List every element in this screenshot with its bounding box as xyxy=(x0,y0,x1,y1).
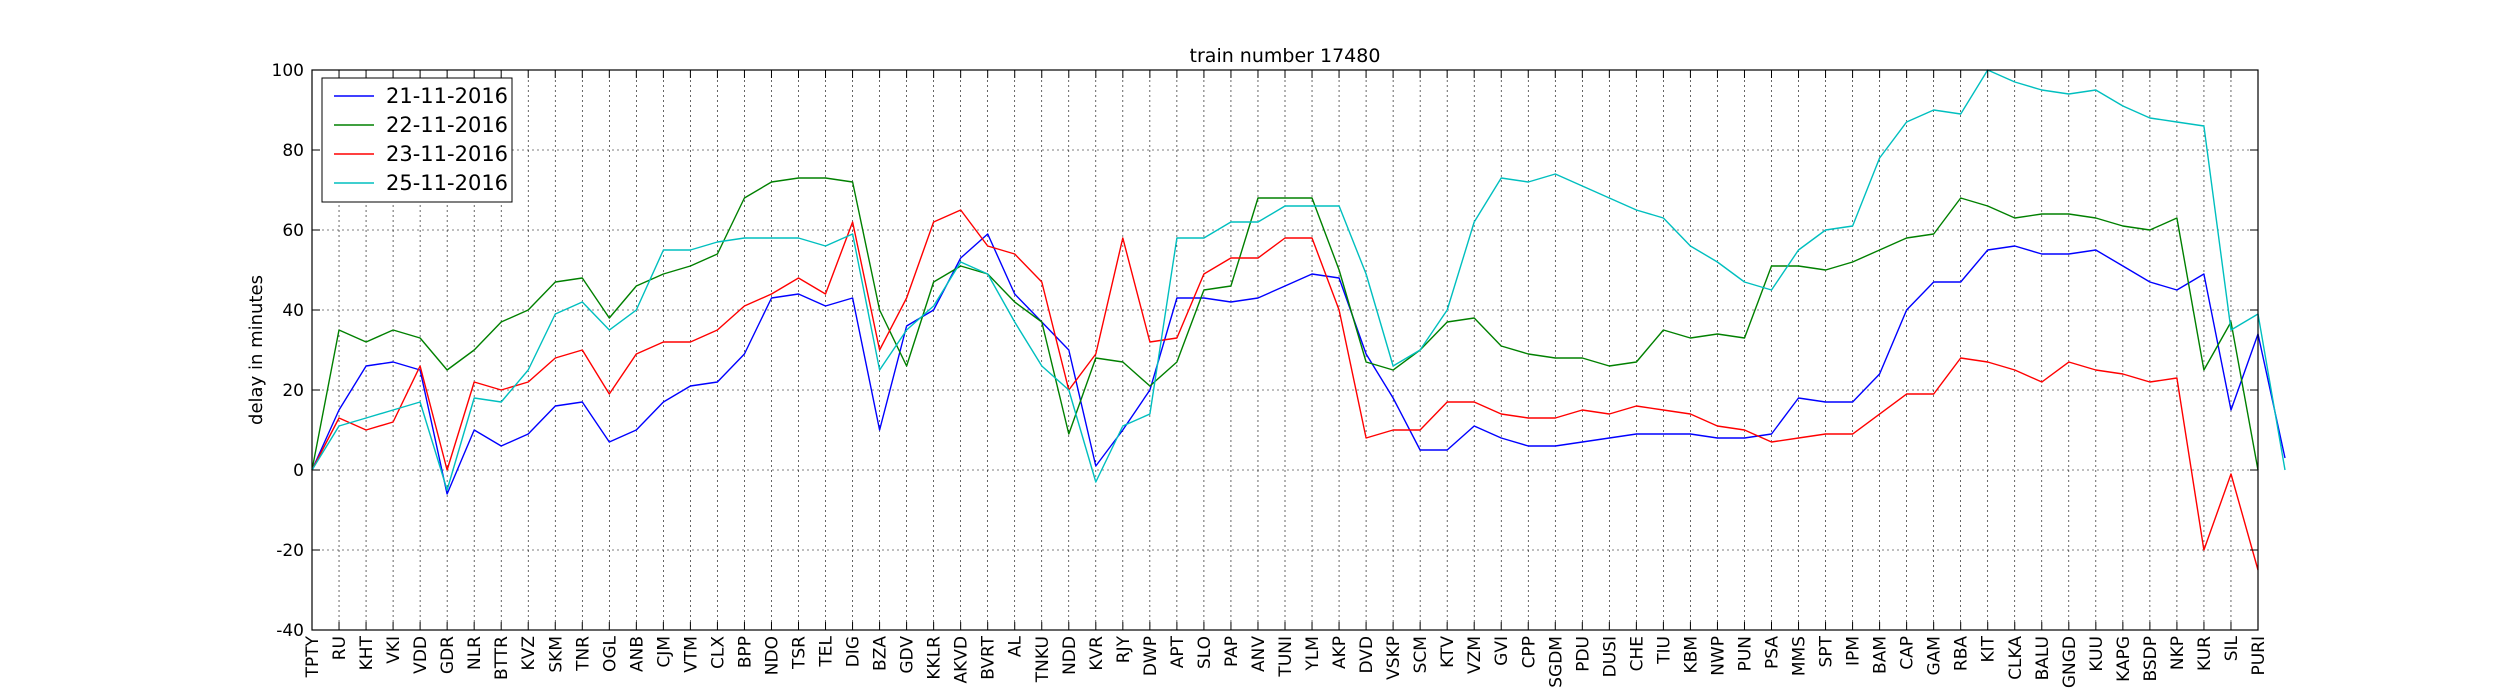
x-tick-label: BALU xyxy=(2033,636,2053,680)
x-tick-label: OGL xyxy=(600,635,620,672)
x-tick-label: GVI xyxy=(1492,636,1512,666)
x-tick-label: TUNI xyxy=(1276,636,1296,678)
x-tick-label: TNR xyxy=(573,636,593,672)
x-axis: TPTY RU KHT VKI VDD GDR NLR BTTR KVZ SKM TNR OGL ANB… xyxy=(303,70,2269,688)
x-tick-label: PAP xyxy=(1222,636,1242,667)
x-tick-label: AL xyxy=(1006,635,1026,657)
series-line-4 xyxy=(311,69,2286,491)
x-tick-label: KVZ xyxy=(519,636,539,670)
x-tick-label: TEL xyxy=(817,635,837,667)
x-tick-label: AKP xyxy=(1330,636,1350,669)
x-tick-label: VZM xyxy=(1465,636,1485,674)
x-tick-label: SCM xyxy=(1411,636,1431,673)
x-tick-label: VDD xyxy=(411,636,431,674)
y-axis-label: delay in minutes xyxy=(246,275,267,425)
x-tick-label: VSKP xyxy=(1384,636,1404,680)
x-tick-label: PURI xyxy=(2249,636,2269,676)
x-tick-label: KHT xyxy=(357,635,377,670)
chart-title: train number 17480 xyxy=(1190,45,1381,67)
x-tick-label: GNGD xyxy=(2060,636,2080,688)
x-tick-label: TPTY xyxy=(303,635,323,678)
x-tick-label: RU xyxy=(330,636,350,660)
y-tick-label: 0 xyxy=(293,461,304,481)
series-line-1 xyxy=(311,233,2286,495)
x-tick-label: SPT xyxy=(1817,635,1837,667)
x-tick-label: BAM xyxy=(1871,636,1891,674)
x-tick-label: KAPG xyxy=(2114,636,2134,682)
x-tick-label: DVD xyxy=(1357,636,1377,674)
x-tick-label: BPP xyxy=(735,636,755,668)
x-tick-label: DIG xyxy=(844,636,864,667)
x-tick-label: ANB xyxy=(627,636,647,672)
series-line-2 xyxy=(311,177,2259,471)
x-tick-label: NLR xyxy=(465,636,485,670)
x-tick-label: BSDP xyxy=(2141,636,2161,682)
x-tick-label: APT xyxy=(1168,635,1188,668)
x-tick-label: TSR xyxy=(790,636,810,670)
x-tick-label: VKI xyxy=(384,636,404,664)
x-tick-label: DWP xyxy=(1141,636,1161,676)
x-tick-label: KTV xyxy=(1438,636,1458,668)
x-tick-label: KVR xyxy=(1087,636,1107,671)
x-tick-label: CJM xyxy=(654,636,674,668)
x-tick-label: NDD xyxy=(1060,636,1080,675)
legend-label-4: 25-11-2016 xyxy=(386,171,508,195)
y-tick-label: 80 xyxy=(282,141,304,161)
x-tick-label: IPM xyxy=(1844,636,1864,666)
x-tick-label: NWP xyxy=(1708,636,1728,676)
x-tick-label: KUR xyxy=(2195,636,2215,671)
y-tick-label: -20 xyxy=(276,541,304,561)
y-tick-label: -40 xyxy=(276,621,304,641)
legend-label-1: 21-11-2016 xyxy=(386,84,508,108)
x-tick-label: TNKU xyxy=(1033,636,1053,683)
x-tick-label: YLM xyxy=(1303,636,1323,672)
legend-label-2: 22-11-2016 xyxy=(386,113,508,137)
x-tick-label: KKLR xyxy=(925,636,945,680)
x-tick-label: CAP xyxy=(1898,636,1918,670)
x-tick-label: NDO xyxy=(762,636,782,675)
x-tick-label: BTTR xyxy=(492,636,512,680)
x-tick-label: VTM xyxy=(681,636,701,673)
x-tick-label: KIT xyxy=(1979,635,1999,662)
x-tick-label: GDV xyxy=(898,636,918,674)
y-tick-label: 40 xyxy=(282,301,304,321)
x-tick-label: PUN xyxy=(1735,636,1755,671)
x-tick-label: CLX xyxy=(708,636,728,669)
x-tick-label: PDU xyxy=(1573,636,1593,672)
x-tick-label: GAM xyxy=(1925,636,1945,675)
series-lines xyxy=(311,69,2286,571)
x-tick-label: DUSI xyxy=(1600,636,1620,677)
x-tick-label: BVRT xyxy=(979,635,999,679)
x-tick-label: BZA xyxy=(871,636,891,671)
x-tick-label: AKVD xyxy=(952,636,972,684)
x-tick-label: CHE xyxy=(1627,636,1647,671)
x-tick-label: ANV xyxy=(1249,636,1269,672)
x-tick-label: SGDM xyxy=(1546,636,1566,688)
x-tick-label: KUU xyxy=(2087,636,2107,672)
x-tick-label: RBA xyxy=(1952,636,1972,671)
x-axis-label: stations along the route xyxy=(1177,698,1392,700)
grid xyxy=(312,70,2258,630)
x-tick-label: CPP xyxy=(1519,636,1539,668)
series-line-3 xyxy=(311,209,2259,571)
x-tick-label: PSA xyxy=(1763,636,1783,669)
legend-frame xyxy=(321,77,513,203)
x-tick-label: SKM xyxy=(546,636,566,673)
y-axis: -40 -20 0 20 40 60 80 100 xyxy=(272,61,2258,641)
x-tick-label: SLO xyxy=(1195,636,1215,669)
y-tick-label: 20 xyxy=(282,381,304,401)
x-tick-label: NKP xyxy=(2168,636,2188,670)
x-tick-label: MMS xyxy=(1790,636,1810,676)
x-tick-label: RJY xyxy=(1114,635,1134,663)
x-tick-label: CLKA xyxy=(2006,636,2026,680)
x-tick-label: TIU xyxy=(1654,636,1674,665)
y-tick-label: 60 xyxy=(282,221,304,241)
x-tick-label: GDR xyxy=(438,636,458,674)
x-tick-label: KBM xyxy=(1681,636,1701,673)
legend: 21-11-2016 22-11-2016 23-11-2016 25-11-2016 xyxy=(321,77,513,203)
y-tick-label: 100 xyxy=(272,61,304,81)
legend-label-3: 23-11-2016 xyxy=(386,142,508,166)
x-tick-label: SIL xyxy=(2222,635,2242,661)
